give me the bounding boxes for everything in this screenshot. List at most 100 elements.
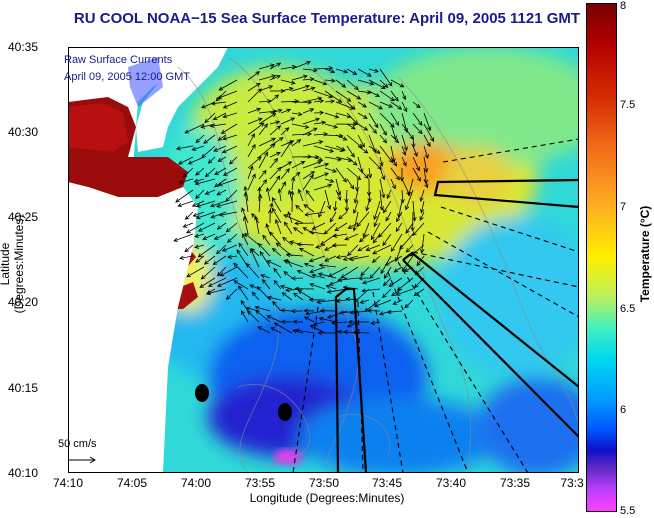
current-vector bbox=[357, 79, 374, 85]
current-vector bbox=[398, 200, 403, 218]
current-vector-head bbox=[297, 111, 303, 117]
current-vector bbox=[205, 167, 216, 177]
current-vector bbox=[280, 168, 290, 180]
current-vector-head bbox=[357, 247, 363, 252]
current-vector-head bbox=[345, 297, 351, 302]
current-vector bbox=[357, 134, 365, 148]
current-vector bbox=[269, 109, 282, 114]
current-vector-head bbox=[360, 271, 365, 277]
current-vector-head bbox=[382, 241, 387, 247]
current-vector bbox=[247, 71, 260, 81]
current-vector bbox=[313, 67, 333, 70]
current-vector bbox=[233, 262, 249, 279]
current-vector-head bbox=[289, 140, 295, 145]
current-vector bbox=[335, 134, 347, 141]
current-vector-head bbox=[294, 221, 299, 226]
current-vector bbox=[302, 97, 322, 103]
current-vector bbox=[214, 167, 227, 175]
current-vector-head bbox=[217, 136, 223, 141]
current-vector bbox=[227, 233, 238, 243]
current-vector bbox=[195, 178, 216, 185]
current-vector bbox=[291, 177, 294, 191]
current-vector bbox=[186, 266, 205, 278]
current-vector-head bbox=[322, 81, 328, 86]
current-vector-head bbox=[295, 171, 301, 177]
current-vector bbox=[217, 266, 227, 277]
current-vector-head bbox=[373, 303, 379, 308]
current-vector-head bbox=[352, 70, 358, 75]
current-vector-head bbox=[326, 289, 332, 294]
current-vector-head bbox=[319, 110, 325, 115]
current-vector bbox=[313, 163, 329, 169]
current-vector bbox=[399, 233, 414, 250]
current-vector bbox=[401, 156, 407, 166]
current-vector bbox=[346, 90, 361, 100]
current-vector-head bbox=[236, 249, 241, 255]
current-vector-head bbox=[365, 247, 371, 252]
current-vector-head bbox=[217, 157, 223, 162]
current-vector bbox=[291, 123, 309, 128]
current-vector-head bbox=[369, 274, 374, 279]
current-vector bbox=[240, 310, 249, 323]
current-vector-head bbox=[271, 74, 277, 79]
current-vector bbox=[295, 205, 304, 213]
current-vector bbox=[247, 88, 262, 103]
current-vector bbox=[390, 134, 399, 143]
current-vector bbox=[412, 167, 421, 182]
colorbar-tick-label: 5.5 bbox=[620, 505, 636, 517]
current-vector-head bbox=[290, 117, 296, 122]
current-vector-head bbox=[356, 222, 361, 228]
current-vector-head bbox=[251, 213, 256, 218]
current-vector-head bbox=[410, 227, 415, 232]
current-vector bbox=[368, 68, 379, 72]
current-vector-head bbox=[309, 108, 315, 113]
current-vector-head bbox=[257, 326, 263, 331]
current-vector bbox=[368, 101, 383, 110]
current-vector-head bbox=[294, 286, 300, 291]
current-vector-head bbox=[325, 284, 331, 289]
current-vector-head bbox=[245, 262, 251, 268]
current-vector bbox=[199, 277, 216, 288]
current-vector bbox=[335, 79, 346, 88]
current-vector-head bbox=[356, 95, 362, 100]
current-vector-head bbox=[270, 63, 275, 68]
current-vector bbox=[412, 156, 420, 171]
current-vector-head bbox=[334, 114, 340, 119]
current-vector-head bbox=[305, 311, 310, 316]
current-vector-head bbox=[394, 121, 400, 127]
current-vector bbox=[333, 233, 348, 237]
current-vector-head bbox=[255, 82, 261, 87]
current-vector bbox=[193, 211, 205, 217]
current-vector bbox=[291, 139, 301, 147]
current-vector-head bbox=[270, 143, 276, 148]
current-vector-head bbox=[286, 108, 292, 113]
current-vector bbox=[379, 156, 383, 167]
current-vector bbox=[274, 322, 293, 334]
current-vector-head bbox=[383, 83, 389, 89]
current-vector-head bbox=[192, 212, 198, 217]
current-vector-head bbox=[275, 218, 280, 224]
current-vector bbox=[318, 273, 337, 279]
current-vector-head bbox=[201, 104, 206, 109]
current-vector-head bbox=[212, 116, 218, 120]
x-tick-label: 74:10 bbox=[52, 476, 84, 490]
current-vector-head bbox=[307, 131, 313, 137]
current-vector bbox=[304, 316, 315, 323]
current-vector bbox=[324, 167, 337, 173]
map-title: RU COOL NOAA−15 Sea Surface Temperature:… bbox=[73, 10, 581, 27]
current-vector bbox=[280, 140, 292, 158]
current-vector bbox=[247, 156, 262, 169]
current-vector bbox=[305, 211, 326, 216]
current-vector bbox=[214, 233, 227, 240]
current-vector bbox=[309, 231, 326, 235]
current-vector bbox=[291, 112, 302, 115]
current-vector-head bbox=[390, 247, 396, 253]
current-vector bbox=[412, 123, 423, 134]
current-vector-head bbox=[280, 88, 286, 94]
current-vector-head bbox=[362, 233, 367, 238]
current-vector-head bbox=[318, 213, 323, 218]
current-vector-head bbox=[395, 175, 400, 181]
current-vector-head bbox=[209, 203, 215, 208]
current-vector-head bbox=[396, 217, 401, 223]
current-vector-head bbox=[337, 196, 342, 201]
